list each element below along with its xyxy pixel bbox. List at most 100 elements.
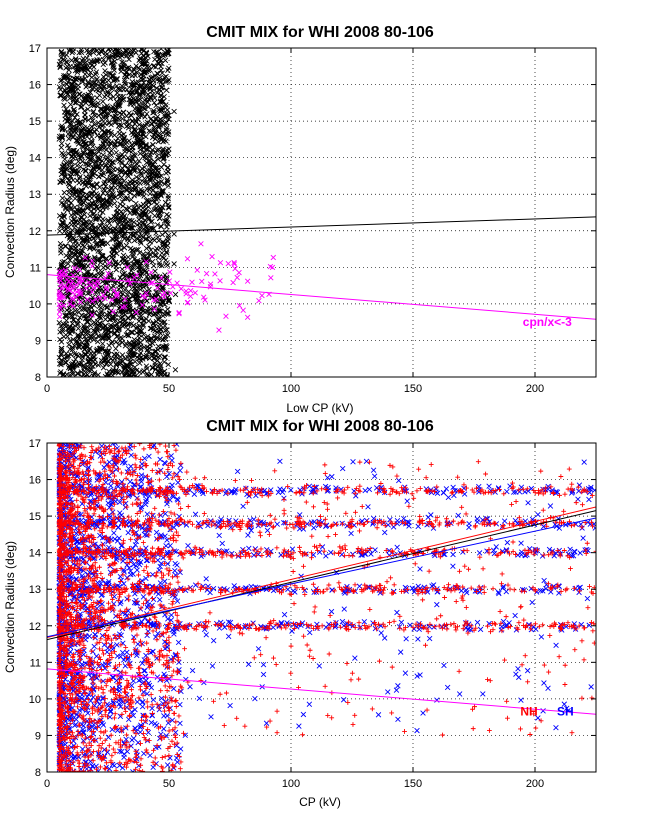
x-marker [99,86,105,93]
x-marker [150,351,156,358]
x-marker [71,221,78,228]
x-marker [85,279,92,285]
x-marker [200,294,207,300]
x-marker [90,108,97,115]
x-marker [102,179,108,185]
x-marker [129,351,136,358]
x-marker [150,273,156,280]
x-marker [126,138,132,144]
x-marker [87,61,93,67]
y-tick-label: 8 [35,372,41,384]
x-marker [107,229,114,235]
x-marker [105,225,112,231]
x-tick-label: 100 [282,383,300,395]
x-marker [145,146,151,153]
x-marker [67,194,73,200]
x-marker [99,340,106,347]
x-marker [85,79,91,85]
x-marker [65,116,71,122]
x-marker [137,286,144,293]
x-marker [83,84,89,90]
x-marker [89,81,95,88]
x-marker [329,473,335,480]
y-tick-label: 17 [29,43,41,55]
x-marker [72,83,78,89]
x-marker [158,164,165,171]
x-marker [131,289,137,296]
x-marker [128,329,135,335]
x-marker [161,289,168,296]
y-tick-label: 16 [29,80,41,92]
x-marker [123,123,130,130]
x-marker [78,129,84,136]
x-marker [136,318,142,324]
x-marker [143,290,150,297]
x-marker [97,248,103,255]
x-marker [91,254,98,261]
x-marker [58,357,64,364]
x-marker [157,134,163,141]
x-marker [171,108,177,115]
x-marker [162,354,169,361]
x-marker [153,318,160,325]
x-marker [122,287,128,293]
x-marker [125,254,131,260]
x-marker [108,131,114,138]
x-marker [150,320,157,326]
x-marker [124,331,131,337]
x-marker [128,129,135,136]
x-marker [122,370,128,377]
x-marker [144,111,150,117]
x-marker [166,311,172,317]
x-marker [145,197,151,204]
x-marker [150,596,157,603]
x-marker [152,176,158,182]
x-marker [165,183,172,189]
x-marker [155,234,161,241]
bottom-chart: CMIT MIX for WHI 2008 80-106 CP (kV) Con… [3,418,597,809]
x-marker [83,233,90,239]
x-marker [117,54,123,61]
x-marker [68,243,74,250]
x-marker [107,48,113,55]
x-marker [140,219,147,226]
x-marker [70,365,76,371]
x-marker [131,204,138,211]
x-marker [105,265,111,271]
x-marker [67,101,74,108]
x-marker [306,483,313,489]
x-marker [111,213,117,220]
x-marker [124,183,130,189]
x-marker [118,169,124,175]
x-marker [151,252,158,258]
x-marker [126,204,132,211]
x-marker [57,241,64,247]
x-marker [97,156,103,163]
x-marker [189,667,196,674]
x-marker [158,67,164,74]
x-marker [63,52,70,58]
x-marker [58,140,65,147]
x-marker [192,290,198,296]
x-marker [102,187,108,194]
x-marker [161,218,168,224]
x-marker [160,98,167,105]
x-marker [98,238,104,244]
x-marker [116,178,123,185]
x-marker [64,81,70,87]
x-marker [112,317,119,324]
x-marker [118,217,124,223]
x-marker [118,512,125,518]
x-marker [135,281,142,288]
x-marker [103,113,109,119]
series-0-points [56,48,179,377]
x-marker [100,264,107,271]
x-marker [149,258,156,265]
x-marker [147,251,153,258]
x-marker [76,267,83,273]
x-marker [164,327,170,333]
x-marker [107,168,113,174]
x-marker [114,76,120,83]
x-marker [202,297,208,303]
x-marker [90,165,97,171]
